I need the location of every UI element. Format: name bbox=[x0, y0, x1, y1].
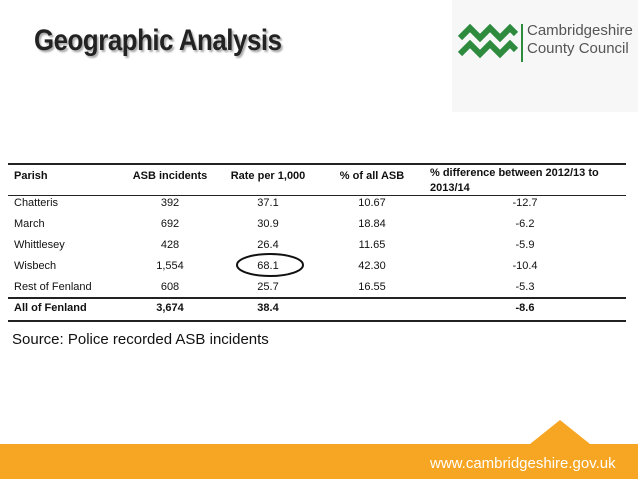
table-cell: 25.7 bbox=[257, 281, 279, 293]
table-cell: 1,554 bbox=[156, 260, 184, 272]
table-cell: 11.65 bbox=[358, 239, 386, 251]
table-cell: -6.2 bbox=[515, 218, 535, 230]
table-cell: 26.4 bbox=[257, 239, 279, 251]
table-cell: -5.3 bbox=[515, 281, 535, 293]
logo-line: Cambridgeshire bbox=[527, 22, 633, 39]
highlight-circle bbox=[236, 253, 304, 277]
table-cell: 608 bbox=[160, 281, 180, 293]
total-cell: 3,674 bbox=[156, 302, 184, 314]
logo-line: County Council bbox=[527, 40, 629, 57]
table-cell: 18.84 bbox=[358, 218, 386, 230]
slide-title: Geographic Analysis bbox=[34, 24, 282, 57]
table-rule bbox=[8, 195, 626, 196]
footer-url: www.cambridgeshire.gov.uk bbox=[430, 455, 616, 472]
table-cell: 692 bbox=[160, 218, 180, 230]
table-cell: -10.4 bbox=[512, 260, 538, 272]
table-cell: 392 bbox=[160, 197, 180, 209]
table-cell: Whittlesey bbox=[14, 239, 65, 251]
table-cell: 68.1 bbox=[257, 260, 279, 272]
column-header: ASB incidents bbox=[132, 170, 208, 182]
table-cell: March bbox=[14, 218, 45, 230]
table-cell: 42.30 bbox=[358, 260, 386, 272]
table-cell: 37.1 bbox=[257, 197, 279, 209]
table-rule bbox=[8, 320, 626, 322]
source-note: Source: Police recorded ASB incidents bbox=[12, 331, 269, 348]
table-cell: -5.9 bbox=[515, 239, 535, 251]
logo-icon bbox=[458, 24, 518, 59]
logo-text: Cambridgeshire County Council bbox=[527, 22, 633, 58]
table-cell: 428 bbox=[160, 239, 180, 251]
total-cell: All of Fenland bbox=[14, 302, 87, 314]
table-rule bbox=[8, 163, 626, 165]
column-header: Rate per 1,000 bbox=[230, 170, 306, 182]
footer-band bbox=[0, 420, 638, 479]
table-cell: 16.55 bbox=[358, 281, 386, 293]
table-cell: -12.7 bbox=[512, 197, 538, 209]
logo-divider bbox=[521, 24, 523, 62]
table-cell: Rest of Fenland bbox=[14, 281, 92, 293]
table-rule bbox=[8, 297, 626, 299]
table-cell: 10.67 bbox=[358, 197, 386, 209]
table-cell: Wisbech bbox=[14, 260, 57, 272]
column-header: % of all ASB bbox=[339, 170, 405, 182]
column-header: % difference between 2012/13 to 2013/14 bbox=[430, 167, 599, 194]
logo-box bbox=[452, 0, 638, 112]
table-cell: Chatteris bbox=[14, 197, 59, 209]
column-header: Parish bbox=[14, 170, 48, 182]
total-cell: 38.4 bbox=[257, 302, 279, 314]
table-cell: 30.9 bbox=[257, 218, 279, 230]
total-cell: -8.6 bbox=[515, 302, 535, 314]
